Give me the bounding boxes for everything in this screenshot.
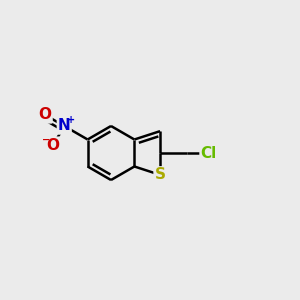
Text: N: N (58, 118, 70, 134)
Text: −: − (42, 135, 50, 145)
Text: O: O (39, 107, 52, 122)
Text: S: S (154, 167, 166, 182)
Text: +: + (67, 115, 75, 125)
Text: Cl: Cl (200, 146, 217, 160)
Text: O: O (47, 138, 60, 153)
